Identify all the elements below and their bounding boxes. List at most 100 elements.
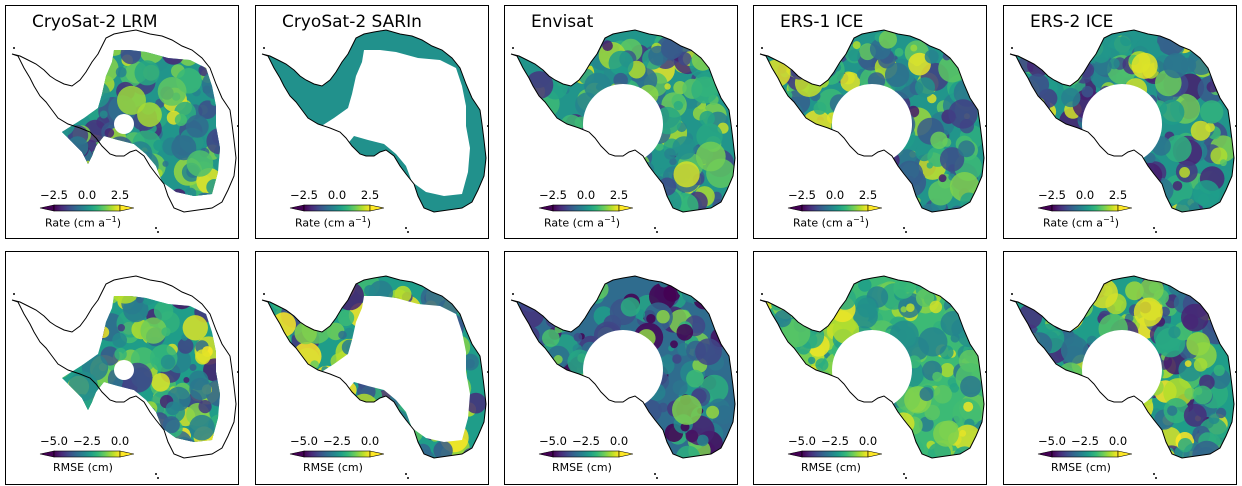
data-blob [29, 315, 47, 333]
data-blob [22, 271, 47, 296]
data-blob [774, 375, 791, 391]
colorbar-tick-label: 0.0 [327, 188, 347, 202]
colorbar-tick-label: 0.0 [110, 434, 130, 448]
data-blob [536, 289, 565, 317]
polar-gap [583, 330, 663, 410]
coastline [11, 29, 237, 213]
data-blob [162, 160, 169, 167]
data-blob [1032, 45, 1045, 58]
data-blob [815, 358, 829, 372]
data-blob [181, 200, 207, 226]
data-blob [30, 393, 40, 403]
data-blob [645, 183, 666, 204]
polar-gap [1082, 330, 1162, 410]
data-blob [951, 455, 958, 458]
polar-gap [114, 114, 134, 134]
data-blob [1168, 326, 1181, 339]
data-blob [892, 412, 915, 435]
island [1235, 371, 1236, 373]
colorbar-gradient [39, 204, 134, 212]
data-blob [1026, 173, 1034, 180]
data-blob [95, 159, 125, 189]
data-blob [1047, 292, 1065, 311]
data-blob [1159, 99, 1185, 126]
data-blob [1035, 49, 1048, 62]
island [263, 47, 265, 49]
polar-gap [832, 84, 912, 164]
data-blob [135, 174, 156, 195]
colorbar-tick-label: 0.0 [360, 434, 380, 448]
data-blob [1208, 287, 1230, 309]
data-blob [214, 203, 224, 213]
data-blob [1129, 182, 1148, 201]
data-blob [517, 157, 537, 177]
map-panel: Envisat −2.5 0.0 2.5 Rate (cm a−1) [504, 5, 738, 239]
colorbar-extend-high [1117, 450, 1132, 458]
data-blob [212, 64, 220, 77]
island [1235, 125, 1236, 127]
data-blob [66, 136, 89, 158]
data-blob [110, 296, 141, 304]
panel-title: ERS-1 ICE [780, 12, 864, 32]
no-data-region [312, 296, 470, 442]
data-blob [784, 379, 813, 408]
colorbar-extend-low [289, 450, 305, 458]
data-blob [794, 376, 801, 383]
data-blob [523, 332, 532, 341]
data-blob [68, 320, 83, 335]
coastline [510, 275, 736, 459]
data-blob [18, 56, 48, 86]
data-blob [770, 385, 786, 401]
data-blob [28, 305, 51, 328]
colorbar-gradient [1037, 204, 1132, 212]
data-blob [69, 416, 76, 423]
data-blob [673, 161, 700, 188]
data-blob [894, 47, 904, 57]
island [487, 125, 488, 127]
data-blob [945, 286, 956, 297]
data-blob [531, 404, 560, 433]
data-blob [107, 403, 136, 432]
data-blob [580, 402, 595, 418]
island [1153, 227, 1155, 229]
coastline [261, 275, 487, 459]
data-blob [26, 94, 36, 104]
data-blob [770, 89, 780, 99]
data-blob [814, 311, 830, 327]
data-blob [1017, 103, 1035, 121]
colorbar-gradient [787, 450, 882, 458]
data-blob [1047, 283, 1064, 300]
data-blob [66, 296, 92, 309]
data-blob [546, 390, 553, 398]
data-blob [1016, 366, 1033, 382]
data-blob [433, 440, 453, 458]
colorbar-label: Rate (cm a−1) [792, 215, 870, 230]
data-blob [1211, 289, 1234, 312]
data-blob [573, 332, 583, 342]
data-blob [318, 419, 326, 426]
data-blob [887, 194, 898, 205]
data-blob [678, 52, 692, 66]
data-blob [693, 287, 716, 310]
data-blob [98, 411, 108, 421]
map-panel: −5.0 −2.5 0.0 RMSE (cm) [1003, 251, 1237, 485]
island [155, 227, 157, 229]
data-blob [896, 184, 908, 196]
colorbar-gradient [1037, 450, 1132, 458]
data-blob [818, 370, 831, 383]
colorbar-label: RMSE (cm) [303, 461, 363, 474]
data-blob [562, 401, 576, 415]
data-blob [963, 296, 974, 306]
data-blob [79, 333, 96, 349]
antarctica-map [510, 275, 737, 479]
data-blob [270, 353, 294, 377]
data-blob [294, 378, 320, 404]
antarctica-map [510, 29, 737, 233]
data-blob [114, 163, 128, 177]
data-blob [1210, 303, 1227, 319]
data-blob [807, 401, 824, 419]
colorbar-label: RMSE (cm) [801, 461, 861, 474]
data-blob [66, 66, 74, 74]
data-blob [165, 451, 179, 465]
data-blob [1181, 303, 1209, 332]
